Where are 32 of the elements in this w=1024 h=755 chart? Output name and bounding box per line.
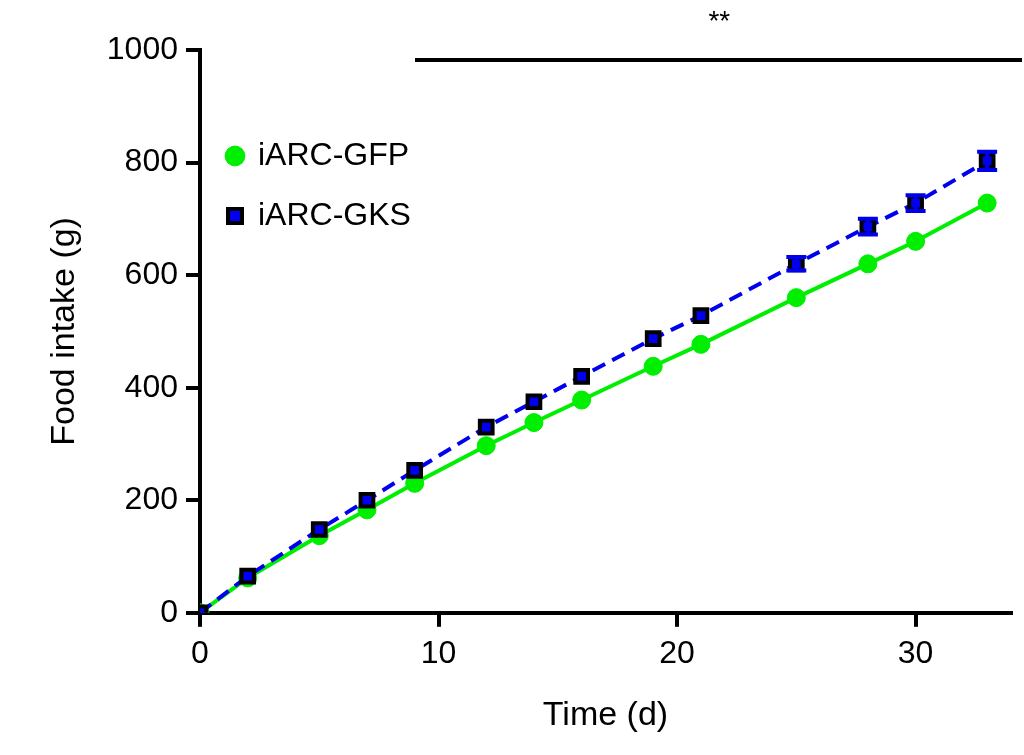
x-tick-label: 30 <box>897 633 934 670</box>
y-tick-label: 800 <box>124 142 178 179</box>
point <box>476 436 496 456</box>
point <box>310 521 328 538</box>
point <box>525 393 543 411</box>
point <box>858 254 878 274</box>
y-tick-label: 600 <box>124 254 178 291</box>
y-tick-label: 0 <box>160 592 178 629</box>
point <box>358 491 376 509</box>
point <box>573 368 590 385</box>
point <box>977 193 997 213</box>
y-tick-label: 200 <box>124 480 178 517</box>
legend-label: iARC-GKS <box>257 195 411 232</box>
y-tick-label: 400 <box>124 367 178 404</box>
point <box>644 330 662 348</box>
y-axis-title: Food intake (g) <box>42 217 81 446</box>
point <box>572 390 592 410</box>
legend-label: iARC-GFP <box>257 135 410 172</box>
point <box>691 334 711 354</box>
x-tick-label: 10 <box>420 633 457 670</box>
point <box>406 462 424 479</box>
x-tick-label: 0 <box>191 633 209 670</box>
x-tick-label: 20 <box>659 633 695 670</box>
point <box>692 307 710 325</box>
x-axis-title: Time (d) <box>542 693 669 732</box>
text: ** <box>708 4 731 36</box>
point <box>786 288 806 308</box>
point <box>477 418 495 436</box>
point <box>906 231 926 251</box>
y-tick-label: 1000 <box>106 29 178 66</box>
point <box>524 413 544 433</box>
point <box>643 356 663 376</box>
